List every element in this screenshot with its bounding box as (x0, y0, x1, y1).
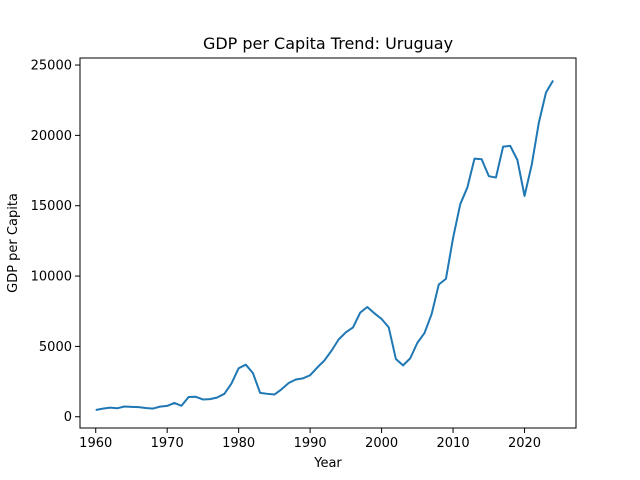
y-tick-label: 15000 (31, 199, 72, 214)
y-tick-label: 20000 (31, 129, 72, 144)
x-axis-label: Year (313, 456, 342, 471)
chart-title: GDP per Capita Trend: Uruguay (203, 34, 453, 53)
series-line (95, 79, 554, 411)
x-tick-label: 1990 (294, 436, 327, 451)
x-tick-label: 2010 (437, 436, 470, 451)
x-tick-label: 1970 (151, 436, 184, 451)
plot-area (95, 79, 554, 411)
x-tick-label: 2020 (508, 436, 541, 451)
x-tick-label: 1960 (79, 436, 112, 451)
y-axis: 0 5000 10000 15000 20000 25000 (31, 59, 80, 425)
y-tick-label: 10000 (31, 270, 72, 285)
x-tick-label: 2000 (365, 436, 398, 451)
x-axis: 1960 1970 1980 1990 2000 2010 2020 (79, 428, 541, 451)
y-axis-label: GDP per Capita (6, 193, 21, 293)
plot-frame (79, 57, 577, 429)
y-tick-label: 25000 (31, 59, 72, 74)
y-tick-label: 0 (64, 410, 72, 425)
x-tick-label: 1980 (222, 436, 255, 451)
y-tick-label: 5000 (39, 340, 72, 355)
